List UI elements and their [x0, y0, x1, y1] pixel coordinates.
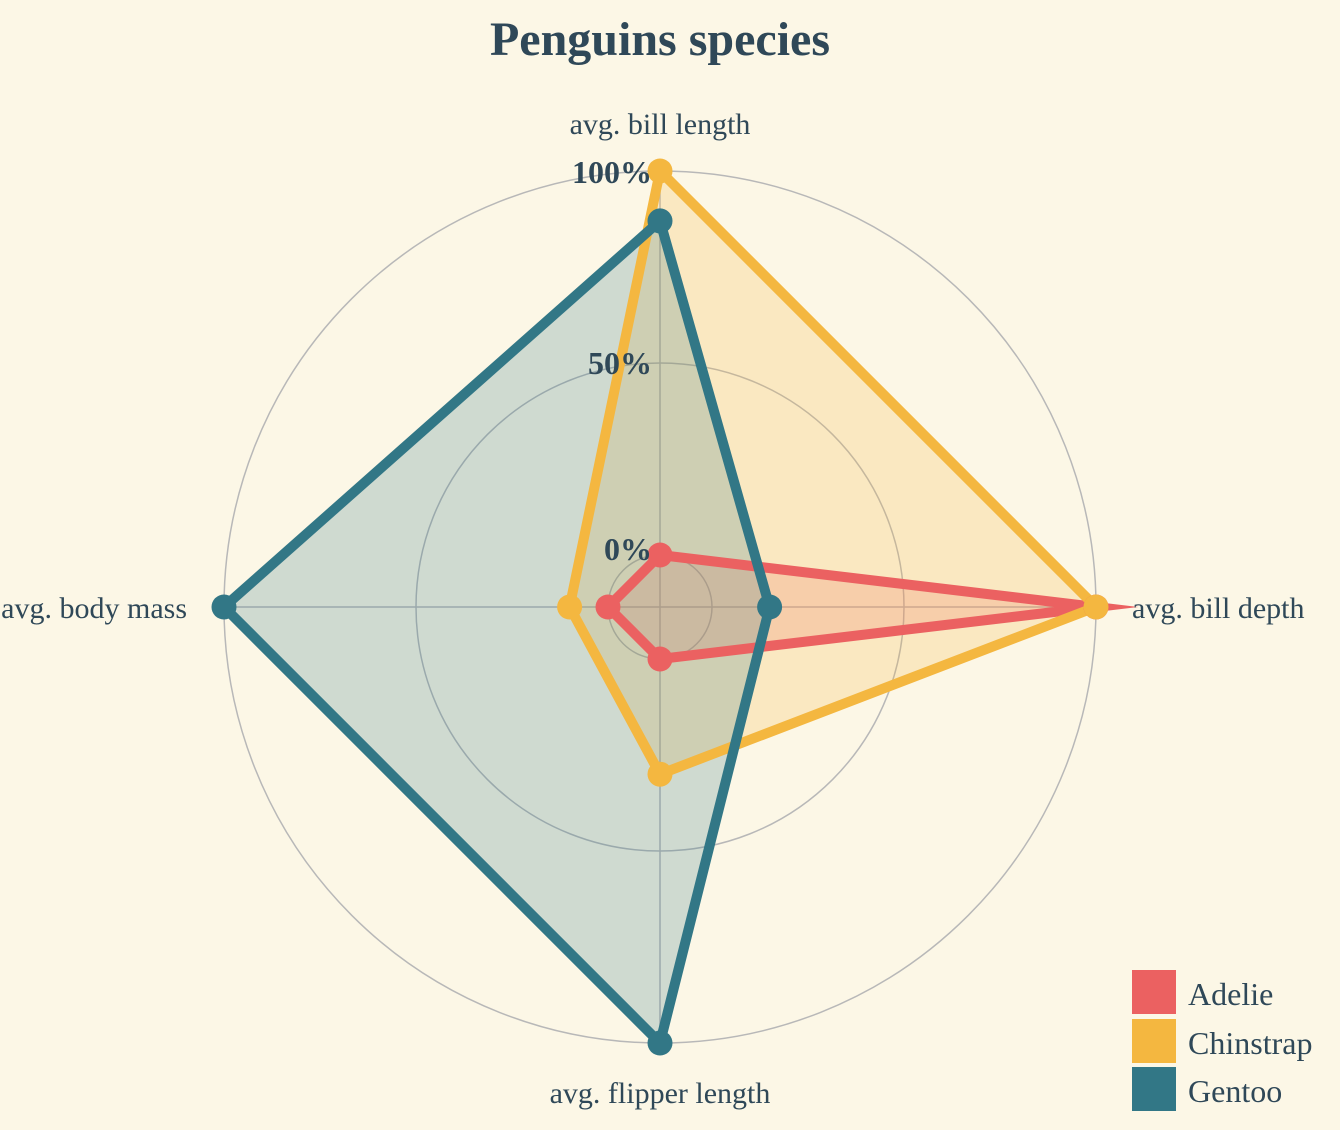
series-areas: [224, 171, 1096, 1043]
series-point-adelie-2: [647, 646, 673, 672]
series-point-gentoo-2: [647, 1030, 673, 1056]
legend-label-adelie: Adelie: [1188, 976, 1273, 1012]
axis-label-body-mass: avg. body mass: [1, 592, 187, 625]
legend-label-gentoo: Gentoo: [1188, 1073, 1282, 1109]
axis-labels: avg. bill length avg. bill depth avg. fl…: [1, 108, 1304, 1110]
series-point-chinstrap-2: [647, 761, 673, 787]
legend-swatch-chinstrap: [1132, 1019, 1176, 1063]
chart-title: Penguins species: [490, 13, 830, 66]
axis-label-bill-length: avg. bill length: [570, 108, 751, 141]
series-point-adelie-0: [647, 542, 673, 568]
axis-label-bill-depth: avg. bill depth: [1132, 592, 1304, 625]
tick-label-100: 100%: [572, 154, 652, 190]
axis-label-flipper-length: avg. flipper length: [550, 1077, 771, 1110]
tick-label-50: 50%: [588, 345, 652, 381]
legend-swatch-gentoo: [1132, 1067, 1176, 1111]
radial-tick-labels: 0% 50% 100%: [572, 154, 652, 567]
series-area-adelie: [608, 555, 1096, 659]
series-point-adelie-3: [595, 594, 621, 620]
series-point-gentoo-3: [211, 594, 237, 620]
tick-label-0: 0%: [604, 531, 652, 567]
legend-label-chinstrap: Chinstrap: [1188, 1025, 1312, 1061]
series-point-chinstrap-3: [557, 594, 583, 620]
series-point-chinstrap-0: [647, 158, 673, 184]
series-area-gentoo: [224, 220, 770, 1043]
series-point-gentoo-1: [757, 594, 783, 620]
series-point-gentoo-0: [647, 208, 673, 234]
series-point-chinstrap-1: [1083, 594, 1109, 620]
legend: Adelie Chinstrap Gentoo: [1132, 970, 1312, 1111]
series-points: [211, 158, 1109, 1056]
legend-swatch-adelie: [1132, 970, 1176, 1014]
